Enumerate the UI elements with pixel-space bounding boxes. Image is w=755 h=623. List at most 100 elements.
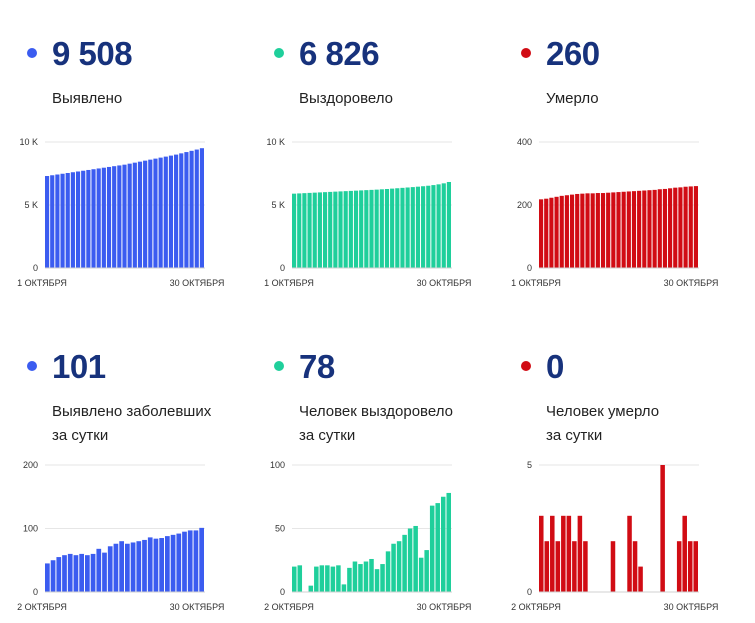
bar bbox=[683, 186, 688, 268]
bar bbox=[81, 170, 86, 268]
bar bbox=[668, 188, 673, 268]
bar bbox=[572, 541, 577, 592]
bar bbox=[390, 188, 395, 268]
bar bbox=[600, 193, 606, 268]
stat-label-line: Человек выздоровело bbox=[299, 403, 453, 420]
bar bbox=[660, 465, 665, 592]
stat-value: 9 508 bbox=[52, 35, 133, 72]
bar bbox=[70, 172, 75, 268]
bar bbox=[307, 192, 312, 268]
stat-label-line: за сутки bbox=[52, 427, 109, 444]
bar bbox=[421, 186, 426, 268]
bar bbox=[147, 537, 153, 592]
bar bbox=[73, 555, 79, 592]
bar bbox=[364, 190, 369, 268]
stat-value: 101 bbox=[52, 348, 106, 385]
bar bbox=[341, 584, 347, 592]
bar bbox=[330, 566, 336, 592]
y-tick-label: 5 K bbox=[271, 200, 285, 210]
y-tick-label: 200 bbox=[517, 200, 532, 210]
bar bbox=[122, 164, 127, 268]
bar bbox=[606, 192, 611, 268]
bar bbox=[142, 539, 147, 592]
bar bbox=[102, 552, 107, 592]
bar bbox=[561, 515, 566, 592]
bar bbox=[391, 543, 396, 592]
bar bbox=[627, 515, 632, 592]
bar bbox=[564, 195, 569, 268]
bar bbox=[176, 533, 182, 592]
bar bbox=[555, 541, 561, 592]
bar bbox=[117, 165, 122, 268]
bar bbox=[369, 189, 374, 268]
bar bbox=[189, 150, 194, 268]
bar bbox=[86, 169, 91, 268]
bar bbox=[343, 191, 348, 268]
stat-label: Человек умерло за сутки bbox=[546, 400, 659, 448]
bar bbox=[312, 192, 317, 268]
x-tick-label-end: 30 ОКТЯБРЯ bbox=[417, 278, 472, 288]
y-tick-label: 100 bbox=[270, 460, 285, 470]
bar bbox=[652, 189, 657, 268]
bar bbox=[319, 565, 325, 592]
bar bbox=[153, 158, 158, 268]
bar bbox=[583, 541, 588, 592]
y-tick-label: 5 K bbox=[24, 200, 38, 210]
bar bbox=[637, 190, 642, 268]
bar bbox=[429, 505, 435, 592]
bar bbox=[632, 541, 638, 592]
bar bbox=[374, 569, 380, 592]
bar bbox=[96, 548, 102, 592]
bar bbox=[662, 188, 668, 268]
bar bbox=[610, 541, 616, 592]
x-tick-label-start: 1 ОКТЯБРЯ bbox=[17, 278, 67, 288]
bar bbox=[168, 155, 174, 268]
bar bbox=[431, 185, 436, 268]
x-tick-label-end: 30 ОКТЯБРЯ bbox=[170, 602, 225, 612]
bar bbox=[575, 193, 580, 268]
y-tick-label: 200 bbox=[23, 460, 38, 470]
bar bbox=[405, 187, 410, 268]
bar bbox=[165, 536, 170, 592]
bar-chart: 200 100 0 2 ОКТЯБРЯ 30 ОКТЯБРЯ bbox=[17, 460, 225, 612]
stat-panel: 78 Человек выздоровело за сутки 100 50 0 2 ОКТ… bbox=[247, 313, 492, 623]
bar bbox=[113, 543, 119, 592]
bar bbox=[544, 541, 550, 592]
stat-label-line: за сутки bbox=[546, 427, 603, 444]
bar bbox=[647, 190, 652, 268]
stat-label: Умерло bbox=[546, 87, 599, 111]
red-dot-icon bbox=[521, 48, 531, 58]
bar bbox=[325, 565, 330, 592]
x-tick-label-start: 1 ОКТЯБРЯ bbox=[511, 278, 561, 288]
bar bbox=[687, 541, 693, 592]
bar bbox=[182, 531, 187, 592]
bar bbox=[549, 197, 554, 268]
stat-value: 0 bbox=[546, 348, 564, 385]
bar bbox=[693, 186, 698, 268]
bar bbox=[62, 555, 67, 592]
stat-label: Выявлено заболевших за сутки bbox=[52, 400, 211, 448]
bar bbox=[550, 515, 555, 592]
bar bbox=[657, 189, 662, 268]
green-dot-icon bbox=[274, 48, 284, 58]
bar bbox=[85, 555, 90, 592]
bar bbox=[396, 541, 402, 592]
bar bbox=[436, 184, 441, 268]
bar bbox=[693, 541, 698, 592]
x-tick-label-end: 30 ОКТЯБРЯ bbox=[170, 278, 225, 288]
stat-label-line: Выявлено bbox=[52, 90, 123, 107]
bar bbox=[566, 515, 572, 592]
bar bbox=[688, 186, 693, 268]
bar bbox=[187, 530, 193, 592]
bar bbox=[642, 190, 647, 268]
bar bbox=[153, 538, 159, 592]
bar bbox=[56, 557, 62, 592]
bar bbox=[297, 565, 303, 592]
bar bbox=[678, 187, 683, 268]
x-tick-label-start: 2 ОКТЯБРЯ bbox=[511, 602, 561, 612]
bar bbox=[75, 171, 81, 268]
green-dot-icon bbox=[274, 361, 284, 371]
bar bbox=[585, 193, 590, 268]
bar bbox=[418, 557, 424, 592]
bar bbox=[292, 193, 297, 268]
